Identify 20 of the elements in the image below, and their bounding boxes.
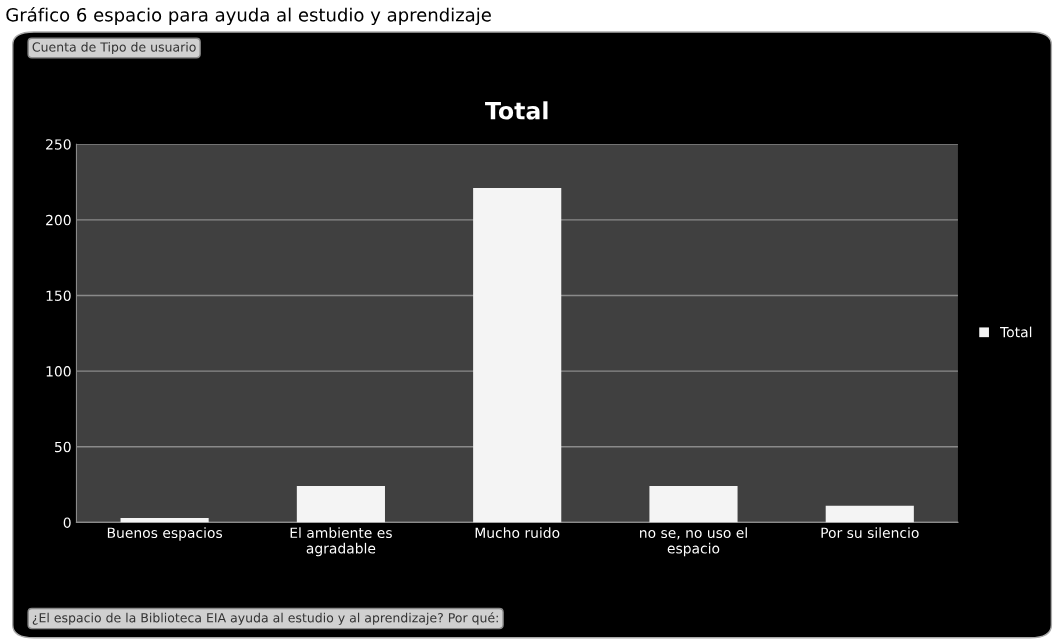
x-tick-label: Buenos espacios [107, 527, 223, 541]
x-tick-label: Por su silencio [821, 527, 919, 539]
y-tick-label: 0 [63, 517, 71, 528]
y-tick-label: 200 [46, 214, 71, 226]
y-tick-label: 250 [46, 139, 71, 150]
bar [649, 486, 738, 523]
x-tick-label: no se, no uso el espacio [640, 527, 747, 557]
chart-title: Total [485, 101, 548, 120]
bar [473, 188, 562, 523]
y-tick-label: 100 [46, 366, 71, 377]
text: Gráfico 6 espacio para ayuda al estudio y aprendizaje [6, 6, 491, 26]
y-tick-label: 150 [46, 290, 71, 301]
x-tick-label: Mucho ruido [475, 527, 560, 539]
legend-label: Total [1000, 326, 1032, 338]
x-tick-label: El ambiente es agradable [290, 527, 392, 557]
bar [825, 505, 914, 523]
text: Cuenta de Tipo de usuario [32, 42, 196, 55]
y-tick-label: 50 [55, 441, 71, 453]
text: ¿El espacio de la Biblioteca EIA ayuda al estudio y al aprendizaje? Por qué: [32, 612, 498, 625]
bar [296, 486, 385, 523]
